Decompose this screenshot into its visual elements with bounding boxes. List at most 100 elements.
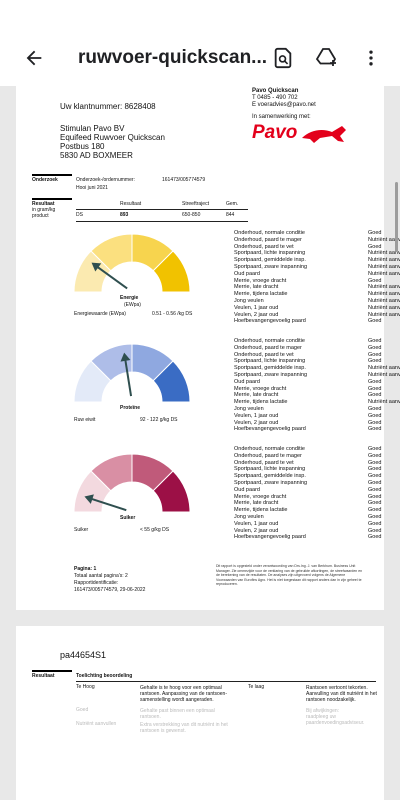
add-to-drive-button[interactable] xyxy=(312,43,342,73)
assessment-value: Goed xyxy=(368,486,382,493)
row-goed-note-2: raadpleeg uw paardenvoedingsadviseur. xyxy=(306,714,365,726)
scroll-thumb[interactable] xyxy=(395,182,398,252)
assessment-row: Onderhoud, normale conditie Goed xyxy=(234,230,400,237)
gauge-center xyxy=(102,262,162,292)
assessment-value: Goed xyxy=(368,412,382,419)
more-options-button[interactable] xyxy=(356,43,386,73)
assessment-value: Nutriënt aanvullen xyxy=(368,257,400,264)
assessment-value: Goed xyxy=(368,230,382,236)
assessment-value: Goed xyxy=(368,527,382,534)
gauge-value: < 55 g/kg DS xyxy=(140,527,170,533)
assessment-category: Onderhoud, normale conditie xyxy=(234,446,305,452)
pdf-viewer[interactable]: Pavo Quickscan T 0485 - 490 702 E voerad… xyxy=(0,86,400,800)
more-vertical-icon xyxy=(369,50,373,66)
customer-number: Uw klantnummer: 8628408 xyxy=(60,102,156,111)
assessment-value: Goed xyxy=(368,426,382,433)
document-title: ruwvoer-quickscan... xyxy=(78,47,268,68)
assessment-category: Sportpaard, zware inspanning xyxy=(234,479,308,486)
assessment-category: Veulen, 1 jaar oud xyxy=(234,304,279,311)
assessment-category: Sportpaard, lichte inspanning xyxy=(234,250,306,257)
assessment-category: Merrie, tijdens lactatie xyxy=(234,291,288,298)
assessment-row: Onderhoud, normale conditie Goed xyxy=(234,446,381,453)
app-bar: ruwvoer-quickscan... xyxy=(0,30,400,86)
search-document-button[interactable] xyxy=(268,43,298,73)
add-to-drive-icon xyxy=(315,48,337,66)
gauge-subtitle: (EWpa) xyxy=(124,302,141,308)
assessment-row: Onderhoud, paard te mager Goed xyxy=(234,453,381,460)
assessment-category: Veulen, 2 jaar oud xyxy=(234,419,279,426)
assessment-list-energy: Onderhoud, normale conditie Goed Onderhoud… xyxy=(234,230,400,325)
assessment-category: Oud paard xyxy=(234,378,260,385)
assessment-category: Merrie, tijdens lactatie xyxy=(234,399,288,406)
assessment-row: Sportpaard, zware inspanning Nutriënt aan… xyxy=(234,264,400,271)
assessment-row: Veulen, 1 jaar oud Nutriënt aanvullen xyxy=(234,305,400,312)
disclaimer-text: Dit rapport is opgesteld onder verantwoo… xyxy=(216,564,363,586)
ds-avg: 844 xyxy=(226,212,235,218)
ds-result: 893 xyxy=(120,212,129,218)
horse-logo-icon xyxy=(302,126,346,143)
onderzoek-number: 161473/005774579 xyxy=(162,177,206,183)
assessment-value: Goed xyxy=(368,500,382,507)
assessment-category: Veulen, 2 jaar oud xyxy=(234,311,279,318)
assessment-row: Jong veulen Goed xyxy=(234,406,400,413)
col2-title: Te laag xyxy=(248,684,265,690)
assessment-category: Merrie, late dracht xyxy=(234,392,279,399)
assessment-category: Veulen, 1 jaar oud xyxy=(234,520,279,527)
row-goed-note: Bij afwijkingen: xyxy=(306,708,340,714)
assessment-value: Goed xyxy=(368,493,382,500)
assessment-category: Onderhoud, paard te vet xyxy=(234,351,294,358)
assessment-category: Sportpaard, gemiddelde insp. xyxy=(234,257,306,264)
section-rule xyxy=(32,174,72,176)
assessment-value: Nutriënt aanvullen xyxy=(368,365,400,372)
assessment-row: Sportpaard, lichte inspanning Goed xyxy=(234,358,400,365)
assessment-row: Sportpaard, zware inspanning Goed xyxy=(234,480,381,487)
results-unit-2: product xyxy=(32,213,49,219)
assessment-row: Hoefbevangengevoelig paard Goed xyxy=(234,318,400,325)
assessment-value: Nutriënt aanvullen xyxy=(368,270,400,277)
assessment-row: Onderhoud, paard te vet Goed xyxy=(234,352,400,359)
assessment-row: Sportpaard, lichte inspanning Nutriënt aa… xyxy=(234,250,400,257)
gauge-needle xyxy=(95,265,128,290)
assessment-row: Merrie, tijdens lactatie Nutriënt aanvull… xyxy=(234,399,400,406)
assessment-category: Jong veulen xyxy=(234,513,264,520)
assessment-value: Goed xyxy=(368,392,382,399)
assessment-list-protein: Onderhoud, normale conditie Goed Onderhoud… xyxy=(234,338,400,433)
assessment-value: Nutriënt aanvullen xyxy=(368,291,400,298)
assessment-category: Veulen, 2 jaar oud xyxy=(234,527,279,534)
back-button[interactable] xyxy=(14,38,54,78)
address-line-2: Equifeed Ruwvoer Quickscan xyxy=(60,133,165,142)
assessment-category: Jong veulen xyxy=(234,297,264,304)
gauge-value-label: Ruw eiwit xyxy=(74,417,96,423)
assessment-value: Goed xyxy=(368,534,382,541)
assessment-row: Merrie, late dracht Nutriënt aanvullen xyxy=(234,284,400,291)
table-rule xyxy=(76,681,376,682)
assessment-category: Sportpaard, zware inspanning xyxy=(234,263,308,270)
assessment-row: Veulen, 2 jaar oud Goed xyxy=(234,528,381,535)
assessment-row: Merrie, late dracht Goed xyxy=(234,500,381,507)
assessment-category: Oud paard xyxy=(234,486,260,493)
table-rule xyxy=(76,209,248,210)
results-label: Resultaat xyxy=(32,201,55,207)
assessment-category: Hoefbevangengevoelig paard xyxy=(234,318,306,325)
col2-text: Rantsoen vertoont tekorten. Aanvulling v… xyxy=(306,685,377,703)
assessment-row: Onderhoud, paard te vet Goed xyxy=(234,244,400,251)
col1-text: Gehalte is te hoog voor een optimaal ran… xyxy=(140,685,228,703)
assessment-category: Merrie, vroege dracht xyxy=(234,277,287,284)
gauge-0 xyxy=(73,233,191,293)
assessment-row: Sportpaard, gemiddelde insp. Nutriënt aan… xyxy=(234,365,400,372)
gauge-needle xyxy=(89,497,127,512)
assessment-value: Goed xyxy=(368,378,382,385)
gauge-value: 0.51 - 0.56 /kg DS xyxy=(152,311,193,317)
total-pages: Totaal aantal pagina's: 2 xyxy=(74,573,128,579)
assessment-row: Veulen, 1 jaar oud Goed xyxy=(234,413,400,420)
assessment-value: Nutriënt aanvullen xyxy=(368,304,400,311)
company-name: Pavo Quickscan xyxy=(252,88,299,94)
address-line-4: 5830 AD BOXMEER xyxy=(60,151,133,160)
page2-label: Resultaat xyxy=(32,673,55,679)
assessment-value: Goed xyxy=(368,344,382,351)
assessment-value: Goed xyxy=(368,405,382,412)
gauge-title: Suiker xyxy=(120,515,136,521)
assessment-row: Sportpaard, zware inspanning Nutriënt aan… xyxy=(234,372,400,379)
onderzoek-desc: Hooi juni 2021 xyxy=(76,185,108,191)
assessment-row: Merrie, tijdens lactatie Nutriënt aanvull… xyxy=(234,291,400,298)
